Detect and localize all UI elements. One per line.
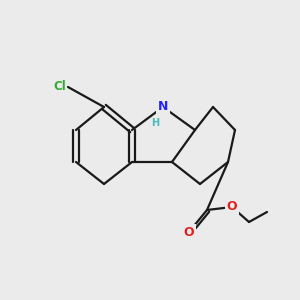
Text: N: N (158, 100, 168, 113)
Text: Cl: Cl (53, 80, 66, 94)
Text: H: H (151, 118, 159, 128)
Text: O: O (227, 200, 237, 214)
Text: O: O (184, 226, 194, 238)
